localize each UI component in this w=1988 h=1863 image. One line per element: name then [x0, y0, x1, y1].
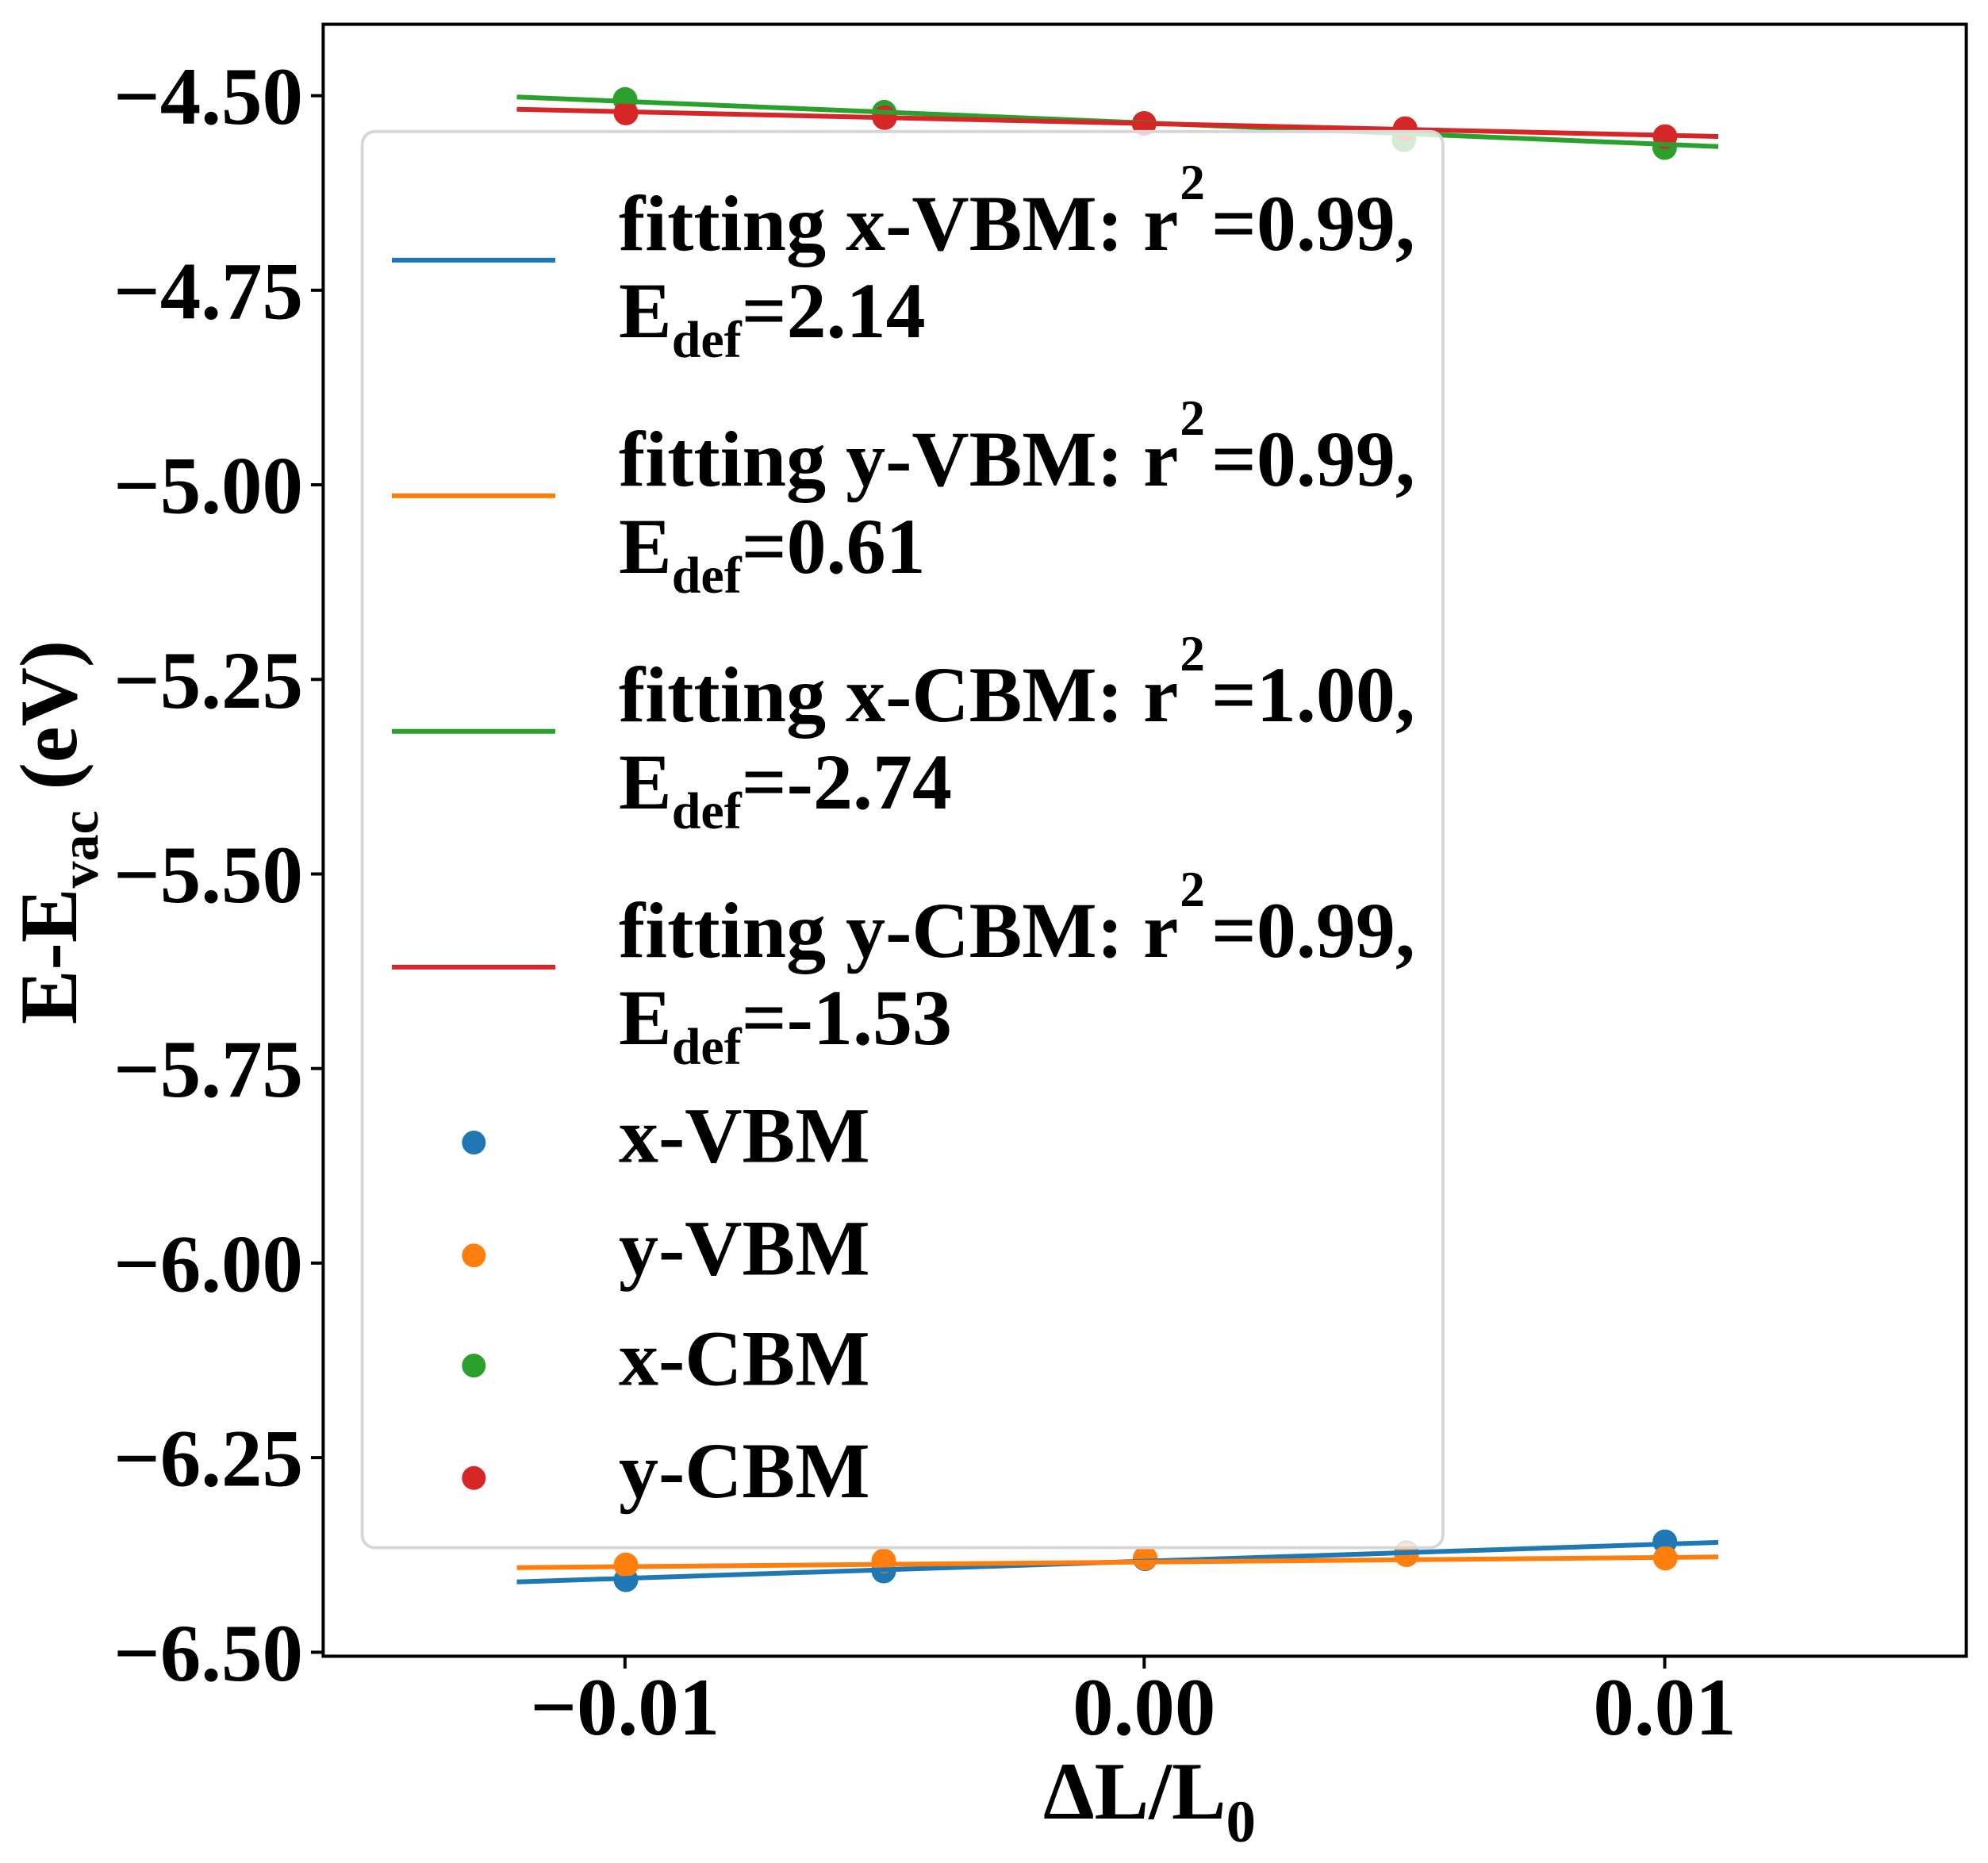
svg-text:−0.01: −0.01 — [530, 1662, 720, 1753]
svg-text:−5.75: −5.75 — [113, 1024, 303, 1115]
svg-text:Edef=2.14: Edef=2.14 — [619, 267, 926, 369]
svg-text:Edef=0.61: Edef=0.61 — [619, 502, 926, 605]
svg-text:−6.00: −6.00 — [113, 1219, 303, 1309]
svg-text:Edef=-2.74: Edef=-2.74 — [619, 738, 952, 840]
svg-text:Edef=-1.53: Edef=-1.53 — [619, 974, 952, 1076]
svg-text:0.01: 0.01 — [1593, 1662, 1736, 1753]
svg-text:0.00: 0.00 — [1073, 1662, 1215, 1753]
svg-text:−6.50: −6.50 — [113, 1608, 303, 1699]
svg-text:−4.50: −4.50 — [113, 52, 303, 142]
svg-text:y-CBM: y-CBM — [619, 1427, 870, 1515]
svg-text:−5.00: −5.00 — [113, 441, 303, 532]
svg-text:−6.25: −6.25 — [113, 1414, 303, 1504]
svg-text:x-VBM: x-VBM — [619, 1091, 870, 1179]
svg-text:−5.50: −5.50 — [113, 830, 303, 920]
svg-text:E-Evac (eV): E-Evac (eV) — [4, 640, 109, 1024]
svg-text:y-VBM: y-VBM — [619, 1204, 870, 1293]
svg-text:−5.25: −5.25 — [113, 636, 303, 726]
svg-text:x-CBM: x-CBM — [619, 1315, 870, 1403]
svg-text:−4.75: −4.75 — [113, 246, 303, 336]
